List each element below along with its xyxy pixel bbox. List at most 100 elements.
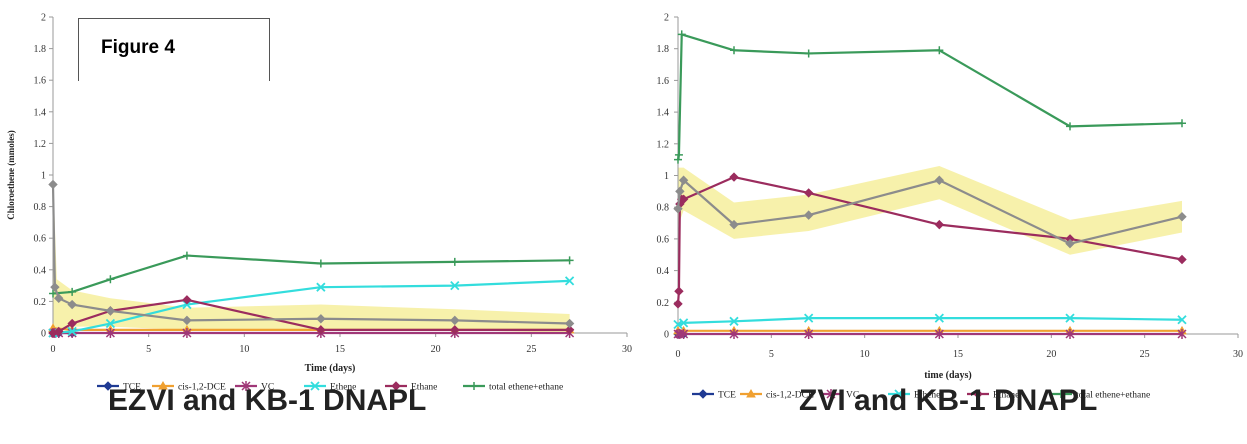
legend-label-2-vc: VC <box>846 391 859 401</box>
series-point-2-unlabeled-0 <box>673 204 683 214</box>
series-point-1-ethene-2 <box>105 318 116 329</box>
series-point-1-ethene-4 <box>316 282 326 292</box>
y-tick-label-1-9: 1.8 <box>34 44 47 55</box>
series-point-2-ethene-3 <box>804 313 814 323</box>
x-tick-label-2-5: 25 <box>1140 349 1150 360</box>
series-line-2-ethene <box>677 317 1183 326</box>
series-point-2-unlabeled-3 <box>729 219 739 230</box>
series-point-1-ethane-6 <box>450 325 460 335</box>
x-tick-label-2-6: 30 <box>1233 349 1243 360</box>
y-tick-label-1-1: 0.2 <box>34 297 47 308</box>
series-point-2-vc-7 <box>1177 329 1187 339</box>
x-tick-label-1-1: 5 <box>146 344 151 355</box>
x-axis-label-2: time (days) <box>924 370 972 381</box>
y-tick-label-1-7: 1.4 <box>34 107 47 118</box>
legend-label-1-ethane: Ethane <box>411 383 437 393</box>
x-tick-label-1-4: 20 <box>431 344 441 355</box>
series-point-1-ethane-7 <box>564 325 575 335</box>
series-point-1-ethane-4 <box>182 295 192 305</box>
series-point-1-total-ethene-ethane-2 <box>106 275 115 284</box>
series-point-1-total-ethene-ethane-1 <box>68 287 77 296</box>
y-tick-label-2-1: 0.2 <box>657 298 670 309</box>
x-tick-label-1-0: 0 <box>51 344 56 355</box>
series-point-1-unlabeled-5 <box>182 315 192 326</box>
series-point-2-vc-6 <box>1065 329 1075 339</box>
series-point-2-unlabeled-4 <box>803 210 814 220</box>
legend-marker-2-vc <box>826 389 836 399</box>
legend-label-2-ethane: Ethane <box>993 391 1019 401</box>
series-point-2-total-ethene-ethane-4 <box>804 49 813 58</box>
x-tick-label-2-2: 10 <box>860 349 870 360</box>
series-point-2-total-ethene-ethane-1 <box>674 150 683 159</box>
series-point-1-total-ethene-ethane-6 <box>565 256 574 265</box>
legend-marker-1-ethane <box>391 381 401 391</box>
series-point-1-total-ethene-ethane-0 <box>49 289 57 298</box>
y-tick-label-2-2: 0.4 <box>657 266 670 277</box>
series-point-2-ethene-2 <box>729 316 739 326</box>
series-point-2-ethene-6 <box>1177 315 1187 325</box>
caption-left: EZVI and KB-1 DNAPL <box>108 384 427 417</box>
legend-label-2-total-ethene-ethane: total ethene+ethane <box>1076 391 1150 401</box>
y-tick-label-1-10: 2 <box>41 13 46 24</box>
series-point-2-unlabeled-7 <box>1177 212 1187 222</box>
series-point-1-ethane-2 <box>67 318 77 329</box>
series-point-2-ethene-0 <box>673 319 683 330</box>
x-tick-label-1-6: 30 <box>622 344 632 355</box>
x-tick-label-2-1: 5 <box>769 349 774 360</box>
y-tick-label-2-10: 2 <box>664 13 669 24</box>
legend-label-2-ethene: Ethene <box>914 391 940 401</box>
x-tick-label-2-0: 0 <box>676 349 681 360</box>
chart-2: 00.20.40.60.811.21.41.61.820 5 10 15 20 25 30t… <box>657 13 1244 401</box>
series-point-2-ethane-1 <box>674 286 684 296</box>
y-tick-label-2-8: 1.6 <box>657 76 670 87</box>
series-point-2-ethene-4 <box>934 313 944 323</box>
legend-label-1-ethene: Ethene <box>330 383 356 393</box>
series-point-2-unlabeled-6 <box>1065 238 1075 249</box>
highlight-band-1 <box>53 175 570 333</box>
series-line-2-ethane <box>676 175 1183 304</box>
series-point-2-unlabeled-5 <box>934 175 945 185</box>
y-tick-label-2-9: 1.8 <box>657 44 670 55</box>
legend-label-1-total-ethene-ethane: total ethene+ethane <box>489 383 563 393</box>
series-point-2-total-ethene-ethane-5 <box>935 46 944 55</box>
y-tick-label-2-0: 0 <box>664 330 669 341</box>
y-tick-label-1-8: 1.6 <box>34 76 47 87</box>
y-tick-label-1-0: 0 <box>41 329 46 340</box>
series-point-1-vc-5 <box>182 328 192 338</box>
y-tick-label-1-3: 0.6 <box>34 234 47 245</box>
legend-marker-1-cis-1-2-dce <box>158 380 168 390</box>
figure-label: Figure 4 <box>101 37 175 58</box>
y-tick-label-1-6: 1.2 <box>34 139 47 150</box>
series-point-2-total-ethene-ethane-7 <box>1178 119 1186 128</box>
series-point-1-unlabeled-4 <box>105 306 116 316</box>
series-point-2-total-ethene-ethane-2 <box>677 30 686 39</box>
series-point-1-unlabeled-3 <box>67 299 77 310</box>
legend-label-2-cis-1-2-dce: cis-1,2-DCE <box>766 391 814 401</box>
series-point-1-total-ethene-ethane-5 <box>450 257 459 266</box>
legend-marker-2-cis-1-2-dce <box>746 388 756 398</box>
series-point-2-ethane-4 <box>678 194 689 204</box>
legend-marker-1-ethene <box>310 381 320 391</box>
legend-label-1-cis-1-2-dce: cis-1,2-DCE <box>178 383 226 393</box>
legend-label-1-tce: TCE <box>123 383 141 393</box>
series-point-1-total-ethene-ethane-3 <box>182 251 191 260</box>
series-point-2-ethane-5 <box>729 172 739 182</box>
x-tick-label-1-5: 25 <box>526 344 536 355</box>
series-point-2-total-ethene-ethane-3 <box>730 46 738 55</box>
series-point-2-vc-3 <box>729 329 739 339</box>
series-point-2-total-ethene-ethane-6 <box>1066 122 1074 131</box>
y-tick-label-1-4: 0.8 <box>34 202 47 213</box>
x-axis-label-1: Time (days) <box>305 363 356 374</box>
legend-marker-2-tce <box>698 389 708 399</box>
series-point-1-unlabeled-6 <box>316 314 326 324</box>
legend-marker-2-ethane <box>973 389 983 399</box>
series-point-2-ethane-7 <box>934 219 945 230</box>
series-point-1-ethane-5 <box>316 325 326 335</box>
series-point-2-ethane-9 <box>1177 254 1187 265</box>
series-point-2-ethane-0 <box>673 299 683 309</box>
series-point-1-ethene-5 <box>450 280 460 291</box>
x-tick-label-1-2: 10 <box>239 344 249 355</box>
y-tick-label-2-7: 1.4 <box>657 108 670 119</box>
y-tick-label-1-5: 1 <box>41 171 46 182</box>
series-point-2-vc-5 <box>934 329 944 339</box>
